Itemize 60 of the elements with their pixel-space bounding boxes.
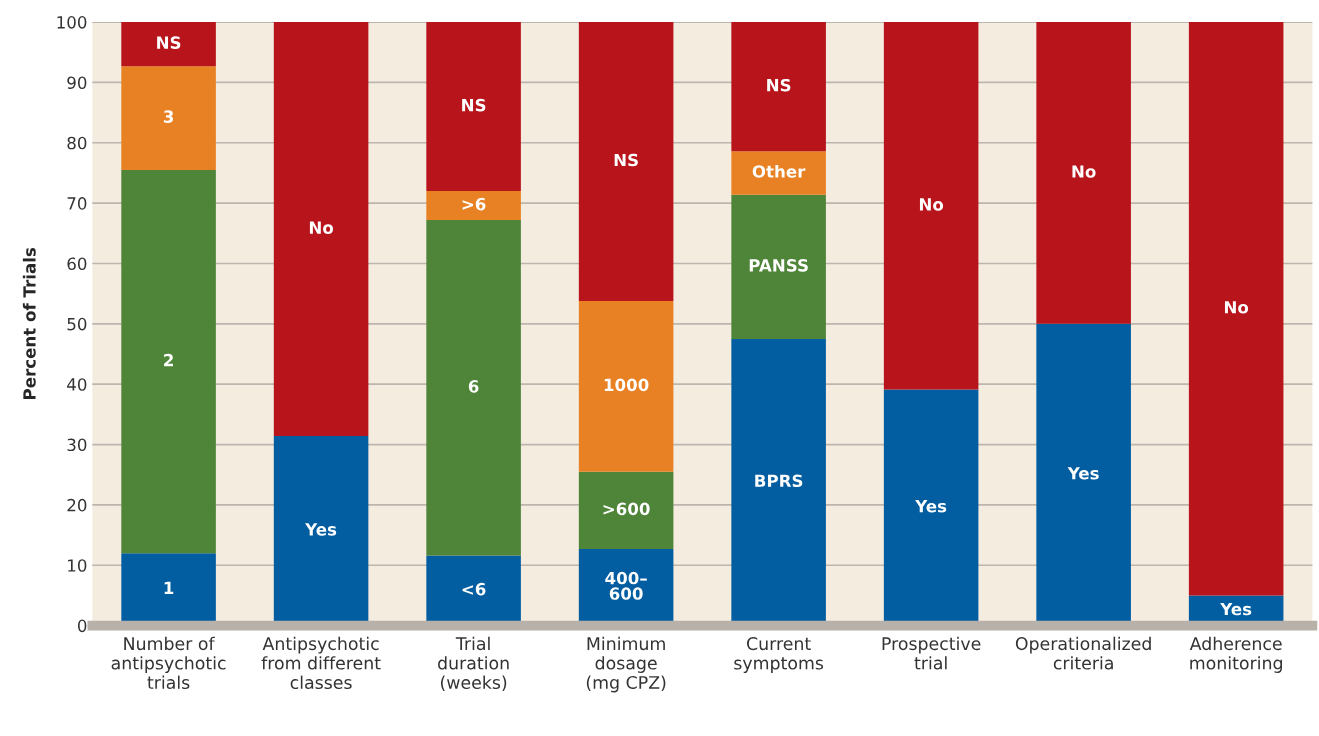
- bar: [426, 220, 521, 556]
- x-tick-label: Operationalized criteria: [1015, 636, 1151, 670]
- series-label: 1: [164, 581, 174, 594]
- bar: [426, 22, 521, 192]
- bar: [883, 22, 979, 390]
- bar: [121, 66, 216, 170]
- y-tick-label: 70: [67, 197, 87, 210]
- text: NS: [462, 98, 486, 112]
- series-label: 6: [468, 380, 479, 393]
- bar: [578, 22, 674, 301]
- x-tick-label: Prospective trial: [882, 636, 981, 670]
- text: No: [1072, 165, 1096, 178]
- series-label: Other: [752, 164, 806, 178]
- text: No: [309, 221, 334, 234]
- x-tick-label: Number of antipsychotic trials: [111, 636, 226, 690]
- x-tick-label: Trial duration (weeks): [438, 636, 509, 692]
- bar: [273, 22, 369, 437]
- series-label: <6: [462, 582, 486, 596]
- bar: [578, 471, 674, 549]
- x-tick-label: Current symptoms: [734, 637, 824, 673]
- text: NS: [614, 153, 638, 167]
- y-tick-label: 90: [67, 76, 87, 89]
- x-tick-label: Adherence monitoring: [1189, 636, 1282, 673]
- bar: [121, 22, 216, 67]
- series-label: >6: [462, 197, 486, 211]
- bar: [578, 300, 674, 472]
- x-tick-label: Antipsychotic from different classes: [261, 636, 381, 690]
- text: Yes: [305, 523, 337, 536]
- bar: [121, 169, 216, 554]
- bar: [731, 22, 826, 152]
- x-tick-label: Minimum dosage (mg CPZ): [586, 636, 666, 693]
- y-tick-label: 60: [67, 257, 87, 271]
- bar: [1188, 22, 1284, 596]
- bar: [1036, 22, 1131, 324]
- series-label: 1000: [604, 378, 649, 392]
- y-tick-label: 0: [77, 619, 87, 633]
- y-tick-label: 30: [67, 438, 87, 452]
- y-tick-label: 40: [67, 378, 87, 391]
- series-label: BPRS: [755, 474, 803, 488]
- series-label: 2: [164, 353, 173, 367]
- text: Yes: [915, 500, 947, 513]
- y-tick-label: 80: [67, 136, 87, 150]
- text: No: [1224, 301, 1249, 314]
- y-tick-label: 100: [57, 16, 87, 29]
- series-label: 400– 600: [605, 571, 647, 600]
- y-tick-label: 20: [67, 498, 87, 512]
- y-tick-label: 10: [68, 559, 87, 572]
- y-axis-title: Percent of Trials: [22, 247, 36, 400]
- text: NS: [767, 78, 791, 92]
- series-label: Yes: [1220, 602, 1252, 616]
- bar: [426, 191, 521, 221]
- bar: [731, 151, 826, 195]
- bar: [731, 194, 826, 339]
- series-label: NS: [157, 36, 181, 49]
- series-label: >600: [603, 502, 650, 516]
- series-label: No: [919, 198, 944, 211]
- series-label: PANSS: [749, 259, 808, 272]
- text: Yes: [1067, 467, 1099, 480]
- series-label: 3: [163, 110, 174, 123]
- y-tick-label: 50: [67, 317, 87, 331]
